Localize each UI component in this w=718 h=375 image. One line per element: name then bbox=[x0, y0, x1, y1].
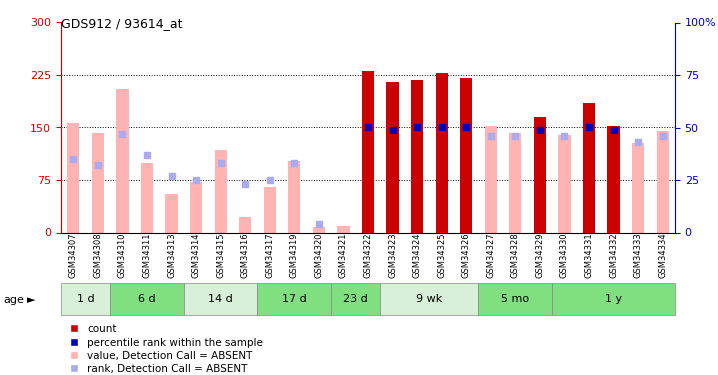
Point bbox=[510, 133, 521, 139]
Text: GSM34330: GSM34330 bbox=[560, 232, 569, 278]
Text: GSM34328: GSM34328 bbox=[510, 232, 520, 278]
Bar bbox=[436, 73, 448, 232]
Bar bbox=[331, 283, 381, 315]
Point bbox=[485, 133, 497, 139]
Bar bbox=[67, 123, 80, 232]
Point bbox=[190, 177, 202, 183]
Bar bbox=[337, 225, 350, 232]
Bar bbox=[559, 135, 571, 232]
Text: GSM34327: GSM34327 bbox=[486, 232, 495, 278]
Text: age: age bbox=[4, 295, 24, 305]
Text: GSM34334: GSM34334 bbox=[658, 232, 667, 278]
Text: GSM34325: GSM34325 bbox=[437, 232, 446, 278]
Text: GSM34316: GSM34316 bbox=[241, 232, 250, 278]
Text: GSM34332: GSM34332 bbox=[609, 232, 618, 278]
Point bbox=[215, 160, 226, 166]
Point bbox=[559, 133, 570, 139]
Bar bbox=[362, 72, 374, 232]
Bar bbox=[411, 80, 423, 232]
Bar bbox=[381, 283, 478, 315]
Bar bbox=[460, 78, 472, 232]
Text: GSM34322: GSM34322 bbox=[363, 232, 373, 278]
Bar bbox=[288, 161, 300, 232]
Bar bbox=[632, 143, 644, 232]
Bar bbox=[264, 187, 276, 232]
Text: GSM34311: GSM34311 bbox=[142, 232, 151, 278]
Text: GSM34314: GSM34314 bbox=[192, 232, 200, 278]
Point bbox=[166, 173, 177, 179]
Bar bbox=[165, 194, 177, 232]
Point bbox=[534, 127, 546, 133]
Bar bbox=[258, 283, 331, 315]
Point bbox=[387, 127, 398, 133]
Text: 9 wk: 9 wk bbox=[416, 294, 442, 304]
Bar bbox=[583, 103, 595, 232]
Point bbox=[460, 124, 472, 130]
Bar bbox=[239, 217, 251, 232]
Bar bbox=[61, 283, 110, 315]
Text: 14 d: 14 d bbox=[208, 294, 233, 304]
Point bbox=[362, 124, 373, 130]
Text: ►: ► bbox=[27, 295, 36, 305]
Text: GSM34310: GSM34310 bbox=[118, 232, 127, 278]
Point bbox=[633, 139, 644, 145]
Text: GSM34323: GSM34323 bbox=[388, 232, 397, 278]
Text: 1 y: 1 y bbox=[605, 294, 622, 304]
Point bbox=[67, 156, 79, 162]
Point bbox=[313, 221, 325, 227]
Bar bbox=[533, 117, 546, 232]
Point bbox=[411, 124, 423, 130]
Bar bbox=[656, 131, 668, 232]
Point bbox=[116, 131, 128, 137]
Text: GSM34320: GSM34320 bbox=[314, 232, 323, 278]
Bar bbox=[190, 182, 202, 232]
Point bbox=[92, 162, 103, 168]
Legend: count, percentile rank within the sample, value, Detection Call = ABSENT, rank, : count, percentile rank within the sample… bbox=[66, 322, 265, 375]
Text: GSM34313: GSM34313 bbox=[167, 232, 176, 278]
Point bbox=[289, 160, 300, 166]
Bar bbox=[141, 162, 153, 232]
Bar bbox=[552, 283, 675, 315]
Point bbox=[436, 124, 447, 130]
Text: GSM34321: GSM34321 bbox=[339, 232, 348, 278]
Point bbox=[264, 177, 276, 183]
Bar bbox=[116, 89, 129, 232]
Text: GSM34329: GSM34329 bbox=[536, 232, 544, 278]
Bar bbox=[485, 126, 497, 232]
Point bbox=[607, 127, 619, 133]
Text: 1 d: 1 d bbox=[77, 294, 94, 304]
Text: 17 d: 17 d bbox=[282, 294, 307, 304]
Text: GSM34333: GSM34333 bbox=[633, 232, 643, 278]
Text: GSM34308: GSM34308 bbox=[93, 232, 103, 278]
Text: GSM34315: GSM34315 bbox=[216, 232, 225, 278]
Text: 23 d: 23 d bbox=[343, 294, 368, 304]
Bar bbox=[110, 283, 184, 315]
Bar bbox=[607, 126, 620, 232]
Text: GSM34326: GSM34326 bbox=[462, 232, 471, 278]
Bar bbox=[386, 82, 398, 232]
Point bbox=[583, 124, 595, 130]
Point bbox=[141, 152, 153, 158]
Text: GSM34307: GSM34307 bbox=[69, 232, 78, 278]
Bar bbox=[184, 283, 258, 315]
Text: 6 d: 6 d bbox=[138, 294, 156, 304]
Bar bbox=[478, 283, 552, 315]
Bar bbox=[92, 133, 104, 232]
Bar bbox=[313, 227, 325, 232]
Bar bbox=[215, 150, 227, 232]
Text: GDS912 / 93614_at: GDS912 / 93614_at bbox=[61, 17, 182, 30]
Point bbox=[657, 133, 668, 139]
Text: GSM34331: GSM34331 bbox=[584, 232, 594, 278]
Text: 5 mo: 5 mo bbox=[501, 294, 529, 304]
Text: GSM34319: GSM34319 bbox=[290, 232, 299, 278]
Bar bbox=[509, 133, 521, 232]
Point bbox=[240, 181, 251, 187]
Text: GSM34317: GSM34317 bbox=[265, 232, 274, 278]
Text: GSM34324: GSM34324 bbox=[413, 232, 421, 278]
